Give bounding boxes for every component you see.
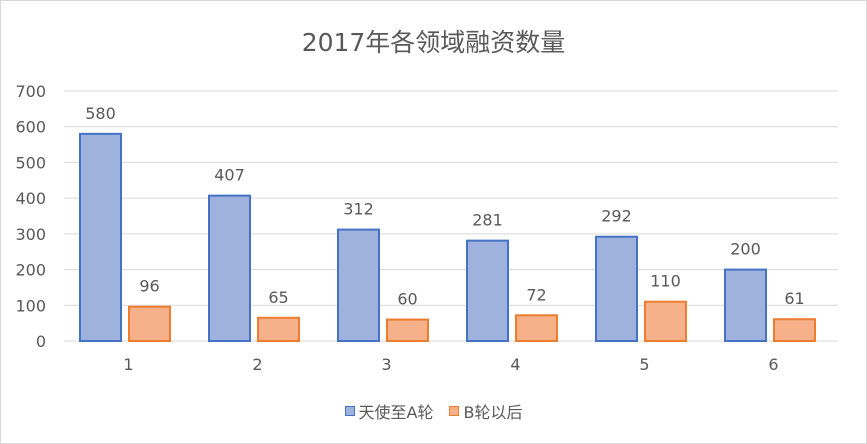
- data-label: 292: [601, 207, 632, 226]
- legend-item: 天使至A轮: [344, 399, 434, 423]
- data-label: 580: [85, 104, 116, 123]
- legend-label: B轮以后: [463, 403, 523, 422]
- bar-series-2: [386, 318, 429, 343]
- bar-series-1: [79, 132, 122, 342]
- bar-series-1: [337, 228, 380, 342]
- x-tick-label: 2: [252, 355, 262, 374]
- bar-series-2: [515, 314, 558, 342]
- data-label: 96: [139, 277, 159, 296]
- y-tick-label: 200: [15, 261, 46, 280]
- data-label: 200: [730, 240, 761, 259]
- data-label: 407: [214, 166, 245, 185]
- x-tick-label: 1: [123, 355, 133, 374]
- bar-series-1: [466, 239, 509, 342]
- x-tick-label: 3: [381, 355, 391, 374]
- data-label: 65: [268, 288, 288, 307]
- y-tick-label: 100: [15, 296, 46, 315]
- bar-series-2: [128, 305, 171, 343]
- bar-series-1: [208, 194, 251, 342]
- y-tick-label: 300: [15, 225, 46, 244]
- y-tick-label: 400: [15, 189, 46, 208]
- data-label: 312: [343, 200, 374, 219]
- data-label: 72: [526, 285, 546, 304]
- legend-swatch: [344, 406, 355, 416]
- bar-series-2: [773, 318, 816, 343]
- data-label: 281: [472, 211, 503, 230]
- y-tick-label: 700: [15, 82, 46, 101]
- x-tick-label: 6: [768, 355, 778, 374]
- bar-series-2: [257, 316, 300, 342]
- bar-series-1: [595, 235, 638, 342]
- bar-series-1: [724, 268, 767, 343]
- bar-series-2: [644, 300, 687, 343]
- data-label: 110: [650, 272, 681, 291]
- x-tick-label: 5: [639, 355, 649, 374]
- y-tick-label: 0: [36, 332, 46, 351]
- data-label: 61: [784, 289, 804, 308]
- legend-swatch: [449, 406, 460, 416]
- y-tick-label: 600: [15, 118, 46, 137]
- data-label: 60: [397, 290, 417, 309]
- chart-title: 2017年各领域融资数量: [301, 28, 566, 57]
- legend-label: 天使至A轮: [358, 403, 434, 422]
- x-tick-label: 4: [510, 355, 520, 374]
- chart-legend: 天使至A轮 B轮以后: [1, 399, 866, 423]
- legend-item: B轮以后: [449, 399, 522, 423]
- y-tick-label: 500: [15, 153, 46, 172]
